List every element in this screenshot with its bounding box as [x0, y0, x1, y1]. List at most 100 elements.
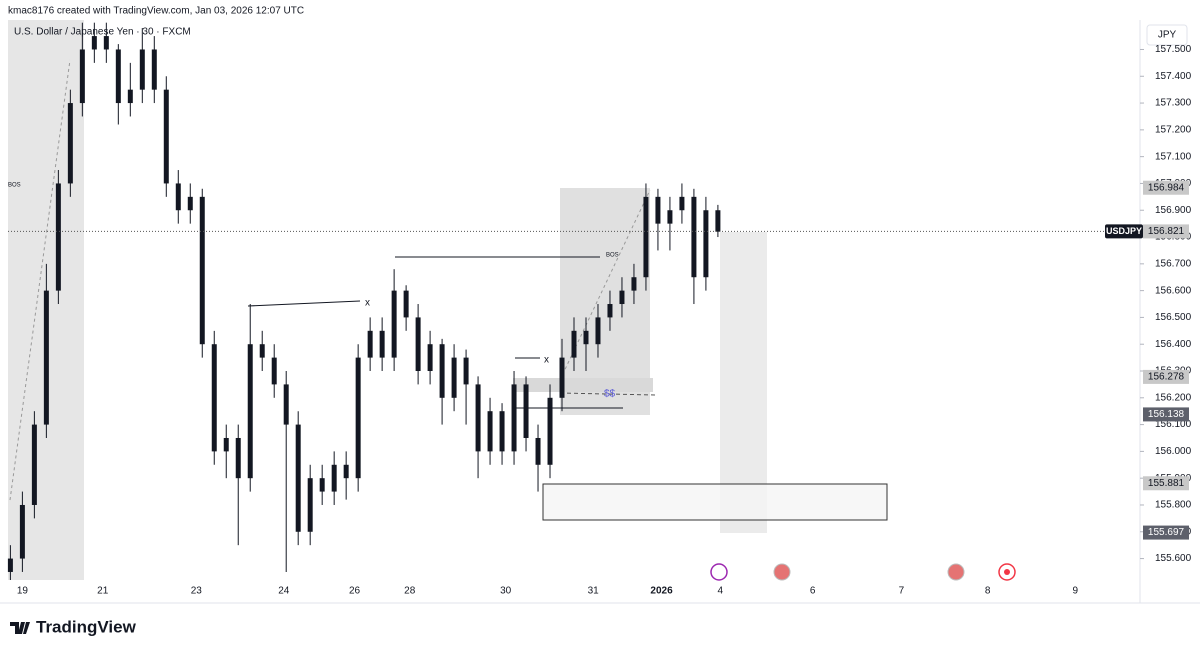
candle-body: [151, 49, 157, 90]
event-icon[interactable]: [710, 563, 728, 581]
candle-body: [7, 558, 13, 572]
chart-title: U.S. Dollar / Japanese Yen · 30 · FXCM: [14, 27, 191, 38]
candle-body: [691, 196, 697, 278]
candle-body: [415, 317, 421, 372]
brand-logo: [10, 622, 30, 634]
price-tag: [1143, 369, 1189, 384]
candle-body: [487, 411, 493, 452]
candle-body: [511, 384, 517, 452]
candle-body: [583, 330, 589, 345]
event-icon: [1004, 569, 1010, 575]
trend-line: [559, 189, 651, 381]
candle-body: [31, 424, 37, 505]
candle-body: [439, 344, 445, 398]
candle-body: [571, 330, 577, 358]
price-label: 155.697: [1148, 527, 1185, 538]
candle-body: [283, 384, 289, 425]
candle-body: [391, 290, 397, 358]
price-label: 155.881: [1148, 478, 1185, 489]
candle-body: [547, 397, 553, 465]
x-tick-label: 24: [278, 586, 290, 597]
x-tick-label: 26: [349, 586, 361, 597]
candle-body: [463, 357, 469, 385]
shaded-zone: [720, 232, 767, 533]
candle-body: [55, 183, 61, 291]
candle-body: [91, 36, 97, 50]
candle-body: [115, 49, 121, 104]
brand: TradingView: [36, 617, 137, 636]
x-tick-label: 21: [97, 586, 109, 597]
candle-body: [319, 478, 325, 492]
x-tick-label: 23: [191, 586, 203, 597]
y-tick-label: 157.400: [1155, 71, 1192, 82]
candle-body: [331, 464, 337, 492]
price-tag: [1143, 224, 1189, 239]
candle-body: [295, 424, 301, 532]
candle-body: [703, 210, 709, 278]
candle-body: [199, 196, 205, 345]
candle-body: [355, 357, 361, 479]
candle-body: [631, 277, 637, 291]
y-tick-label: 156.900: [1155, 205, 1192, 216]
price-tag: [1143, 407, 1189, 422]
x-tick-label: 7: [899, 586, 905, 597]
candle-body: [403, 290, 409, 318]
candle-body: [139, 49, 145, 90]
price-label: 156.278: [1148, 372, 1185, 383]
symbol: USDJPY: [1106, 226, 1142, 236]
credit: kmac8176 created with TradingView.com, J…: [8, 6, 304, 17]
candle-body: [211, 344, 217, 452]
event-icon[interactable]: [773, 563, 791, 581]
price-label: 156.984: [1148, 182, 1185, 193]
candle-body: [559, 357, 565, 398]
candle-body: [535, 437, 541, 465]
price-label: 156.821: [1148, 226, 1185, 237]
zone-box: [513, 378, 653, 392]
x-tick-label: 19: [17, 586, 29, 597]
x-tick-label: 30: [500, 586, 512, 597]
x-tick-label: 9: [1072, 586, 1078, 597]
candle-body: [607, 304, 613, 318]
price-tag: [1143, 476, 1189, 491]
candle-body: [655, 196, 661, 224]
level-line: [559, 392, 656, 396]
candle-body: [667, 210, 673, 224]
price-tag: [1143, 525, 1189, 540]
candle-body: [175, 183, 181, 211]
candle-body: [523, 384, 529, 438]
event-icon[interactable]: [947, 563, 965, 581]
annotation: $$: [604, 389, 616, 400]
x-tick-label: 4: [718, 586, 724, 597]
shaded-zone: [560, 188, 650, 415]
x-tick-label: 31: [588, 586, 600, 597]
x-tick-label: 2026: [650, 586, 673, 597]
annotation: x: [365, 298, 370, 309]
price-tag: [1143, 180, 1189, 195]
candle-body: [43, 290, 49, 425]
currency: JPY: [1158, 30, 1177, 41]
candle-body: [451, 357, 457, 398]
y-tick-label: 155.600: [1155, 553, 1192, 564]
candle-body: [679, 196, 685, 211]
annotation: BOS: [606, 253, 619, 259]
candle-body: [619, 290, 625, 305]
currency-box[interactable]: [1146, 24, 1188, 46]
annotation: x: [544, 355, 549, 366]
y-tick-label: 157.100: [1155, 151, 1192, 162]
y-tick-label: 157.300: [1155, 98, 1192, 109]
y-tick-label: 157.200: [1155, 124, 1192, 135]
y-tick-label: 156.400: [1155, 339, 1192, 350]
candle-body: [19, 504, 25, 559]
y-tick-label: 156.500: [1155, 312, 1192, 323]
symbol-tag: [1105, 224, 1143, 239]
candle-body: [595, 317, 601, 345]
candle-body: [367, 330, 373, 358]
price-label: 156.138: [1148, 409, 1185, 420]
candle-body: [103, 36, 109, 50]
y-tick-label: 157.500: [1155, 44, 1192, 55]
candle-body: [223, 437, 229, 452]
candle-body: [499, 411, 505, 452]
y-tick-label: 155.800: [1155, 500, 1192, 511]
candle-body: [427, 344, 433, 372]
candle-body: [127, 89, 133, 104]
